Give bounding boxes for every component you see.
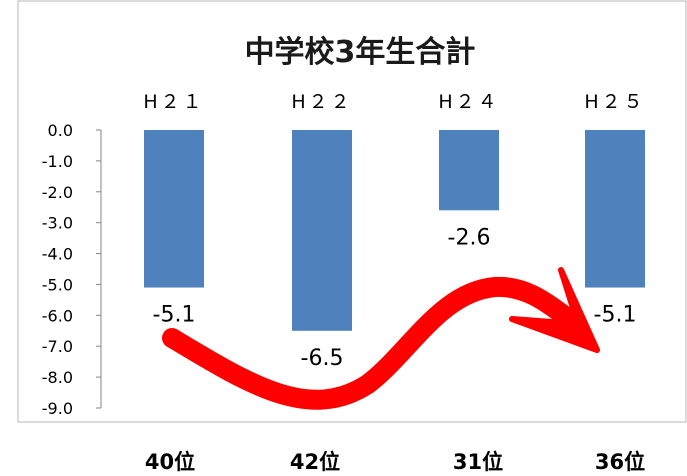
- data-label: -5.1: [153, 303, 196, 328]
- y-tick-label: -6.0: [42, 306, 73, 325]
- y-tick-label: -8.0: [42, 368, 73, 387]
- category-label: H２１: [143, 91, 204, 113]
- y-tick-label: -2.0: [42, 183, 73, 202]
- y-tick-label: -5.0: [42, 275, 73, 294]
- rank-label: 31位: [452, 450, 504, 474]
- category-labels: H２１ H２２ H２４ H２５: [143, 91, 645, 113]
- bars: [144, 130, 645, 331]
- rank-label: 42位: [289, 450, 341, 474]
- category-label: H２２: [291, 91, 352, 113]
- bar: [144, 130, 204, 288]
- rank-label: 40位: [144, 450, 196, 474]
- y-tick-label: -3.0: [42, 214, 73, 233]
- data-label: -6.5: [301, 346, 344, 371]
- y-tick-label: -7.0: [42, 337, 73, 356]
- y-tick-label: -1.0: [42, 152, 73, 171]
- bar: [585, 130, 645, 288]
- data-label: -5.1: [594, 303, 637, 328]
- bar: [292, 130, 352, 331]
- y-tick-label: 0.0: [48, 121, 73, 140]
- rank-label: 36位: [594, 450, 646, 474]
- data-label: -2.6: [448, 225, 491, 250]
- trend-arrow-icon: [162, 267, 600, 410]
- y-ticks: 0.0 -1.0 -2.0 -3.0 -4.0 -5.0 -6.0 -7.0 -8.0 -9.0: [42, 121, 101, 418]
- chart-svg: 中学校3年生合計 0.0 -1.0 -2.0 -3.0 -4.0 -5.0 -6.0 -7.0…: [17, 0, 687, 423]
- chart: 中学校3年生合計 0.0 -1.0 -2.0 -3.0 -4.0 -5.0 -6.0 -7.0…: [17, 0, 687, 423]
- category-label: H２５: [584, 91, 645, 113]
- data-labels: -5.1 -6.5 -2.6 -5.1: [153, 225, 637, 370]
- chart-title: 中学校3年生合計: [245, 35, 476, 70]
- bar: [439, 130, 499, 211]
- y-tick-label: -4.0: [42, 245, 73, 264]
- category-label: H２４: [438, 91, 499, 113]
- y-tick-label: -9.0: [42, 399, 73, 418]
